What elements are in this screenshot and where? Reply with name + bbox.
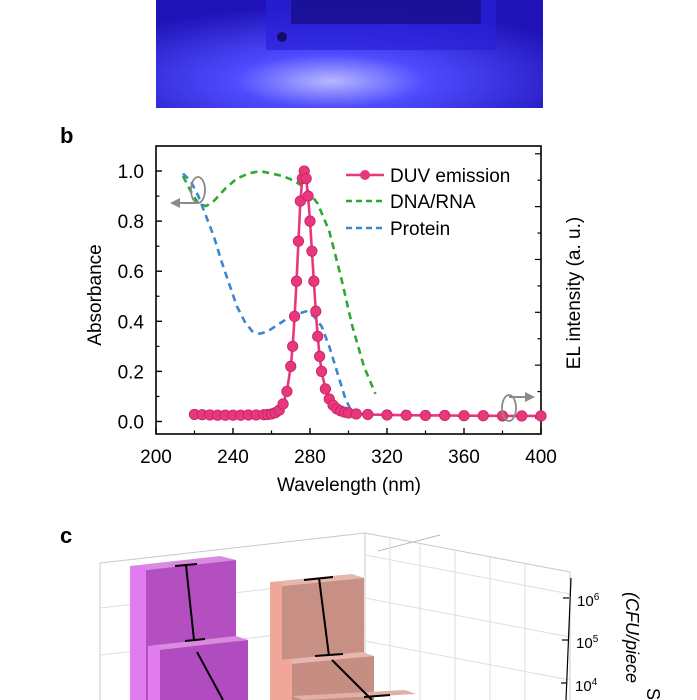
data-point-duv (350, 408, 362, 420)
x-tick-label: 400 (525, 447, 557, 468)
data-point-duv (535, 410, 547, 422)
tick-labels: 200 240 280 320 360 400 0.0 0.2 0.4 0.6 0.8 1.0 (118, 162, 557, 468)
series-line-duv-emission (194, 169, 541, 418)
log-tick-labels: 106 105 104 (575, 592, 600, 695)
data-point-duv (304, 215, 316, 227)
legend: DUV emission DNA/RNA Protein (346, 166, 510, 240)
y2-axis-label: EL intensity (a. u.) (564, 217, 585, 369)
data-point-duv (310, 305, 322, 317)
data-point-duv (290, 275, 303, 287)
data-point-duv (477, 410, 489, 422)
bar-salmon-front (292, 690, 416, 700)
data-point-duv (362, 408, 374, 421)
data-point-duv (288, 310, 301, 322)
chart-c: 106 105 104 (CFU/piece S (99, 532, 663, 700)
legend-label-duv: DUV emission (390, 166, 510, 187)
data-point-duv (285, 360, 297, 372)
data-point-duv (281, 385, 293, 398)
error-bars-magenta (174, 563, 224, 700)
log-tick-label: 106 (577, 592, 600, 610)
x-tick-label: 240 (217, 447, 249, 468)
data-point-duv (516, 410, 528, 422)
data-point-duv (292, 235, 305, 247)
x-tick-label: 360 (448, 447, 480, 468)
x-tick-label: 280 (294, 447, 326, 468)
y-axis-label: Absorbance (85, 244, 106, 345)
log-axis-label-partial2: S (643, 688, 663, 700)
y-tick-label: 0.4 (118, 312, 145, 333)
y-tick-label: 0.0 (118, 412, 144, 433)
data-point-duv (381, 409, 393, 421)
legend-marker-duv (360, 170, 370, 180)
chart-b: 200 240 280 320 360 400 0.0 0.2 0.4 0.6 0.8 1.0 Wav… (85, 145, 585, 496)
log-axis (561, 577, 572, 700)
data-point-duv (439, 409, 451, 422)
legend-label-protein: Protein (390, 219, 450, 240)
log-tick-label: 105 (576, 634, 599, 652)
right-axis-indicator-icon (501, 392, 535, 422)
data-point-duv (314, 350, 326, 362)
legend-label-dna: DNA/RNA (390, 192, 476, 213)
bar-salmon-mid (280, 652, 374, 700)
panel-label-b: b (60, 123, 73, 148)
data-point-duv (419, 409, 432, 422)
panel-label-c: c (60, 523, 72, 548)
data-point-duv (302, 190, 314, 202)
data-point-duv (312, 330, 324, 342)
y-tick-label: 0.8 (118, 212, 144, 233)
axis-ticks (155, 153, 542, 434)
data-point-duv (319, 383, 331, 395)
x-axis-label: Wavelength (nm) (277, 475, 421, 496)
uv-led-photo (156, 0, 543, 108)
error-bars-salmon (303, 576, 391, 700)
log-axis-label-partial: (CFU/piece (622, 592, 642, 683)
data-point-duv (400, 409, 412, 421)
series-group (181, 165, 547, 422)
data-point-duv (308, 275, 320, 287)
y-tick-label: 0.6 (118, 262, 144, 283)
data-point-duv (300, 172, 312, 185)
plot-frame (155, 145, 542, 435)
data-point-duv (315, 365, 328, 377)
bar-magenta-front (148, 636, 248, 700)
series-line-protein (182, 172, 354, 415)
left-axis-indicator-icon (170, 176, 206, 208)
data-point-duv (458, 410, 470, 422)
log-tick-label: 104 (575, 677, 598, 695)
y-tick-label: 0.2 (118, 362, 144, 383)
x-tick-label: 320 (371, 447, 403, 468)
series-line-dna-rna (181, 169, 377, 395)
y-tick-label: 1.0 (118, 162, 144, 183)
data-point-duv (306, 245, 318, 257)
data-point-duv (277, 398, 289, 410)
data-point-duv (287, 340, 299, 352)
x-tick-label: 200 (140, 447, 172, 468)
